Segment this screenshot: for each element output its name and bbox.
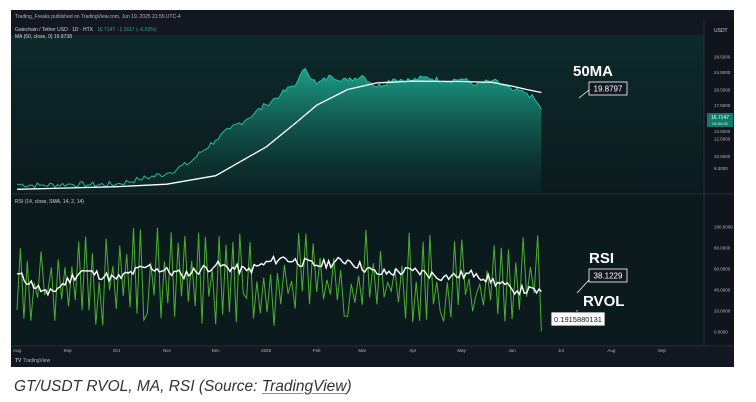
time-tick-4: Dec — [212, 348, 221, 353]
rsi-value-box — [588, 268, 628, 283]
rvol-line — [16, 227, 542, 332]
time-tick-13: Sep — [658, 348, 667, 353]
price-tick-6: 10.5000 — [714, 154, 731, 159]
rsi-tick-5: 0.0000 — [714, 330, 728, 335]
figure-caption: GT/USDT RVOL, MA, RSI (Source: TradingVi… — [14, 378, 352, 396]
caption-suffix: ) — [346, 378, 352, 395]
last-price-label: 16.7147 — [711, 115, 729, 121]
rsi-value-label: 38.1229 — [594, 272, 623, 281]
time-tick-11: Jul — [558, 348, 564, 353]
rvol-name-label: RVOL — [583, 293, 624, 310]
rsi-tick-3: 40.0000 — [714, 288, 731, 293]
time-tick-7: Mar — [358, 348, 366, 353]
tradingview-logo-text: TradingView — [23, 358, 51, 364]
time-tick-9: May — [457, 348, 466, 353]
price-tick-5: 12.5000 — [714, 137, 731, 142]
price-scale-background — [704, 20, 734, 346]
rsi-tick-0: 100.0000 — [714, 224, 733, 229]
ma-value-box — [588, 81, 628, 96]
last-price-sub-label: 04:04:05 — [712, 121, 728, 126]
symbol-quote: 16.7147 −1.1617 (−6.53%) — [97, 27, 157, 33]
price-tick-2: 20.5000 — [714, 87, 731, 92]
caption-prefix: GT/USDT RVOL, MA, RSI (Source: — [14, 378, 262, 395]
rsi-tick-1: 80.0000 — [714, 245, 731, 250]
time-tick-3: Nov — [163, 348, 172, 353]
rsi-line — [16, 254, 542, 297]
rsi-name-label: RSI — [589, 250, 614, 267]
price-tick-0: 28.5000 — [714, 55, 731, 60]
price-tick-1: 24.5000 — [714, 70, 731, 75]
price-line — [16, 67, 542, 189]
time-axis-ticks: Aug Sep Oct Nov Dec 2025 Feb Mar Apr May Jun Jul Aug… — [13, 348, 666, 353]
chart-frame: Trading_Freaks published on TradingView.… — [11, 10, 734, 367]
price-area — [17, 68, 542, 192]
time-tick-8: Apr — [409, 348, 417, 353]
time-tick-5: 2025 — [261, 348, 272, 353]
rvol-value-box — [550, 311, 606, 327]
tradingview-logo-mark: TV — [15, 358, 23, 364]
price-axis-ticks: 28.5000 24.5000 20.5000 17.5000 13.5000 12.50… — [714, 55, 731, 171]
time-tick-0: Aug — [13, 348, 22, 353]
publisher-line: Trading_Freaks published on TradingView.… — [15, 14, 181, 20]
ma-line — [16, 80, 542, 190]
time-tick-2: Oct — [113, 348, 121, 353]
price-tick-3: 17.5000 — [714, 103, 731, 108]
rsi-legend-line: RSI (14, close, SMA, 14, 2, 14) — [15, 199, 84, 205]
ma-value-label: 19.8797 — [594, 85, 623, 94]
caption-source-link[interactable]: TradingView — [261, 378, 347, 395]
time-tick-1: Sep — [63, 348, 72, 353]
price-tick-7: 9.3000 — [714, 166, 728, 171]
rsi-callout-line — [576, 279, 590, 294]
time-tick-10: Jun — [508, 348, 516, 353]
tradingview-logo: TV TradingView — [15, 358, 51, 364]
time-tick-6: Feb — [313, 348, 321, 353]
symbol-line: Gatechain / Tether USD · 1D · HTX 16.7147… — [15, 27, 157, 33]
last-price-badge — [707, 113, 733, 127]
rsi-tick-4: 20.0000 — [714, 309, 731, 314]
rsi-axis-ticks: 100.0000 80.0000 60.0000 40.0000 20.0000 0.00… — [714, 224, 733, 334]
time-tick-12: Aug — [607, 348, 616, 353]
currency-label: USDT — [714, 28, 728, 34]
rvol-value-label: 0.1915880131 — [554, 315, 602, 324]
symbol-name: Gatechain / Tether USD · 1D · HTX — [15, 27, 94, 33]
ma-name-label: 50MA — [573, 63, 613, 80]
chart-svg: Trading_Freaks published on TradingView.… — [11, 14, 734, 364]
ma-legend-line: MA (50, close, 0) 19.8738 — [15, 34, 72, 40]
ma-callout-line — [578, 89, 590, 99]
price-tick-4: 13.5000 — [714, 129, 731, 134]
rsi-tick-2: 60.0000 — [714, 266, 731, 271]
